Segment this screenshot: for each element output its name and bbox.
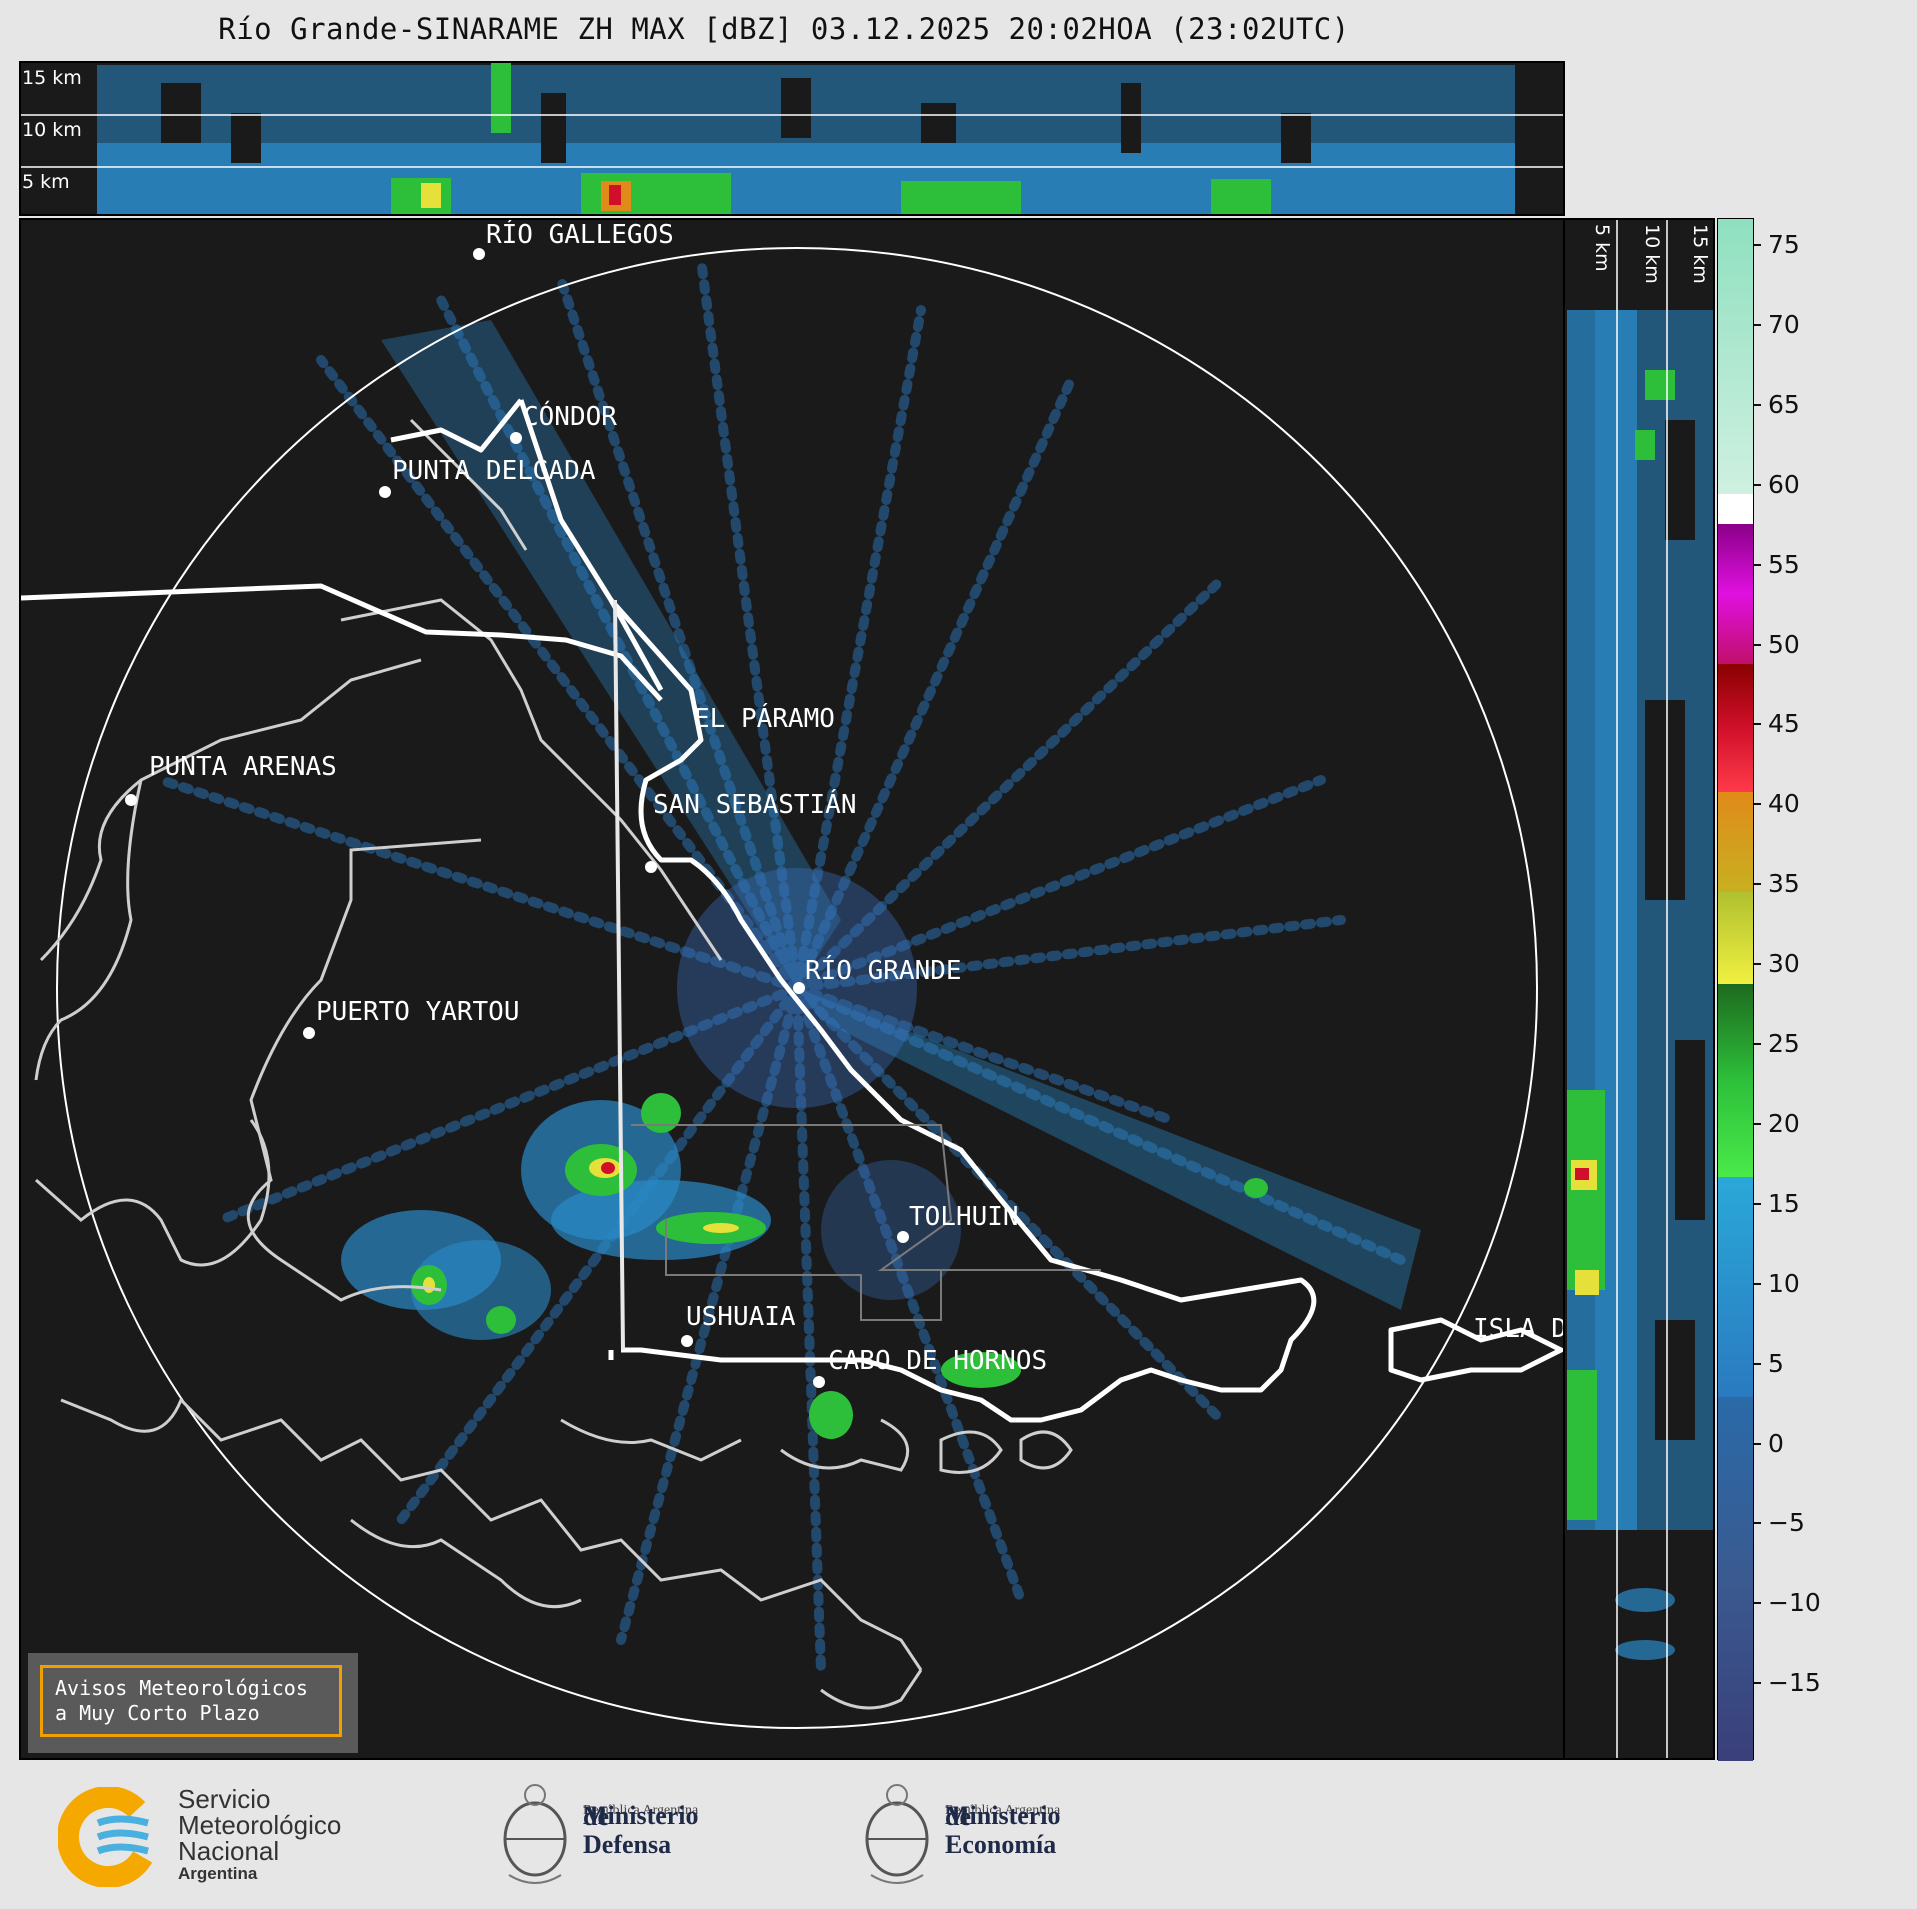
smn-logo: Servicio Meteorológico Nacional Argentin… (58, 1782, 388, 1892)
top-15km-label: 15 km (22, 67, 82, 89)
top-cross-section-echoes (21, 63, 1563, 214)
city-label-ushuaia: USHUAIA (686, 1302, 796, 1332)
top-5km-label: 5 km (22, 171, 70, 193)
side-cross-section: 5 km 10 km 15 km (1565, 218, 1715, 1760)
smn-name-line-1: Servicio (178, 1784, 271, 1814)
colorbar-tick-label: 75 (1768, 230, 1800, 259)
colorbar-tick-label: 70 (1768, 309, 1800, 339)
colorbar-tick-mark (1754, 803, 1761, 806)
colorbar-tick-mark (1754, 323, 1761, 326)
warning-box-border: Avisos Meteorológicos a Muy Corto Plazo (40, 1665, 342, 1737)
warning-text: Avisos Meteorológicos a Muy Corto Plazo (55, 1676, 308, 1726)
colorbar-tick-label: 10 (1768, 1268, 1800, 1298)
dbz-colorbar (1717, 218, 1754, 1761)
national-coat-of-arms-icon (865, 1784, 929, 1884)
warning-line-1: Avisos Meteorológicos (55, 1676, 308, 1700)
colorbar-tick-label: 15 (1768, 1188, 1800, 1218)
economia-line-1: Ministerio (945, 1801, 1061, 1830)
colorbar-tick-mark (1754, 1522, 1761, 1525)
city-label-condor: CÓNDOR (523, 402, 617, 432)
colorbar-tick-mark (1754, 244, 1761, 246)
ministerio-defensa-logo: Ministerio de Defensa República Argentin… (495, 1775, 755, 1895)
colorbar-tick-mark (1754, 1122, 1761, 1125)
colorbar-tick-label: 35 (1768, 869, 1800, 899)
colorbar-tick-label: 5 (1768, 1348, 1784, 1378)
side-5km-label: 5 km (1591, 224, 1613, 272)
city-label-el-paramo: EL PÁRAMO (694, 704, 835, 734)
city-label-punta-arenas: PUNTA ARENAS (149, 752, 337, 782)
economia-country: República Argentina (945, 1803, 1061, 1818)
city-label-san-sebastian: SAN SEBASTIÁN (653, 790, 857, 820)
city-label-rio-gallegos: RÍO GALLEGOS (486, 220, 674, 250)
national-coat-of-arms-icon (503, 1784, 567, 1884)
top-10km-label: 10 km (22, 119, 82, 141)
smn-name-line-2: Meteorológico (178, 1810, 342, 1840)
colorbar-tick-label: 65 (1768, 389, 1800, 419)
colorbar-tick-mark (1754, 1282, 1761, 1285)
colorbar-tick-label: 45 (1768, 709, 1800, 739)
precip-cores (341, 1093, 1268, 1439)
radar-map[interactable]: RÍO GALLEGOS CÓNDOR PUNTA DELGADA EL PÁR… (19, 218, 1565, 1760)
colorbar-tick-mark (1754, 1442, 1761, 1445)
colorbar-tick-label: 40 (1768, 789, 1800, 819)
colorbar-tick-label: −15 (1768, 1668, 1821, 1698)
colorbar-tick-label: 25 (1768, 1029, 1800, 1058)
city-label-cabo-de-hornos: CABO DE HORNOS (828, 1346, 1048, 1376)
side-10km-label: 10 km (1641, 224, 1663, 284)
colorbar-tick-mark (1754, 643, 1761, 646)
top-cross-section: 15 km 10 km 5 km (19, 61, 1565, 216)
colorbar-tick-mark (1754, 723, 1761, 726)
smn-country: Argentina (178, 1864, 258, 1883)
smn-name-line-3: Nacional (178, 1836, 280, 1866)
defensa-line-1: Ministerio (583, 1801, 699, 1830)
city-label-isla-edge: ISLA D (1473, 1314, 1565, 1344)
colorbar-tick-mark (1754, 483, 1761, 486)
colorbar-tick-mark (1754, 963, 1761, 966)
warning-box[interactable]: Avisos Meteorológicos a Muy Corto Plazo (28, 1653, 358, 1753)
defensa-country: República Argentina (583, 1803, 699, 1818)
colorbar-tick-mark (1754, 1682, 1761, 1685)
colorbar-tick-mark (1754, 883, 1761, 886)
map-title: Río Grande-SINARAME ZH MAX [dBZ] 03.12.2… (218, 12, 1350, 46)
warning-line-2: a Muy Corto Plazo (55, 1701, 260, 1725)
defensa-line-2: de Defensa (583, 1802, 672, 1859)
colorbar-tick-label: 30 (1768, 949, 1800, 979)
colorbar-tick-mark (1754, 1362, 1761, 1365)
colorbar-tick-label: 20 (1768, 1108, 1800, 1138)
economia-line-2: de Economía (945, 1802, 1057, 1859)
colorbar-tick-label: 55 (1768, 549, 1800, 579)
colorbar-tick-mark (1754, 563, 1761, 566)
side-15km-label: 15 km (1689, 224, 1711, 284)
radar-map-graphics (21, 247, 1563, 1729)
city-label-tolhuin: TOLHUIN (909, 1202, 1019, 1232)
colorbar-tick-label: −10 (1768, 1588, 1821, 1618)
city-label-punta-delgada: PUNTA DELGADA (392, 456, 596, 486)
side-cross-section-echoes (1567, 220, 1713, 1758)
colorbar-tick-mark (1754, 1202, 1761, 1205)
ministerio-economia-logo: Ministerio de Economía República Argenti… (857, 1775, 1137, 1895)
city-label-rio-grande: RÍO GRANDE (805, 956, 962, 986)
colorbar-tick-label: 50 (1768, 629, 1800, 659)
colorbar-tick-label: 0 (1768, 1428, 1784, 1458)
colorbar-tick-label: 60 (1768, 469, 1800, 499)
colorbar-tick-label: −5 (1768, 1508, 1805, 1538)
city-label-puerto-yartou: PUERTO YARTOU (316, 997, 520, 1027)
colorbar-tick-mark (1754, 1602, 1761, 1605)
colorbar-tick-mark (1754, 1043, 1761, 1045)
smn-emblem-icon (58, 1787, 159, 1887)
colorbar-tick-mark (1754, 403, 1761, 406)
